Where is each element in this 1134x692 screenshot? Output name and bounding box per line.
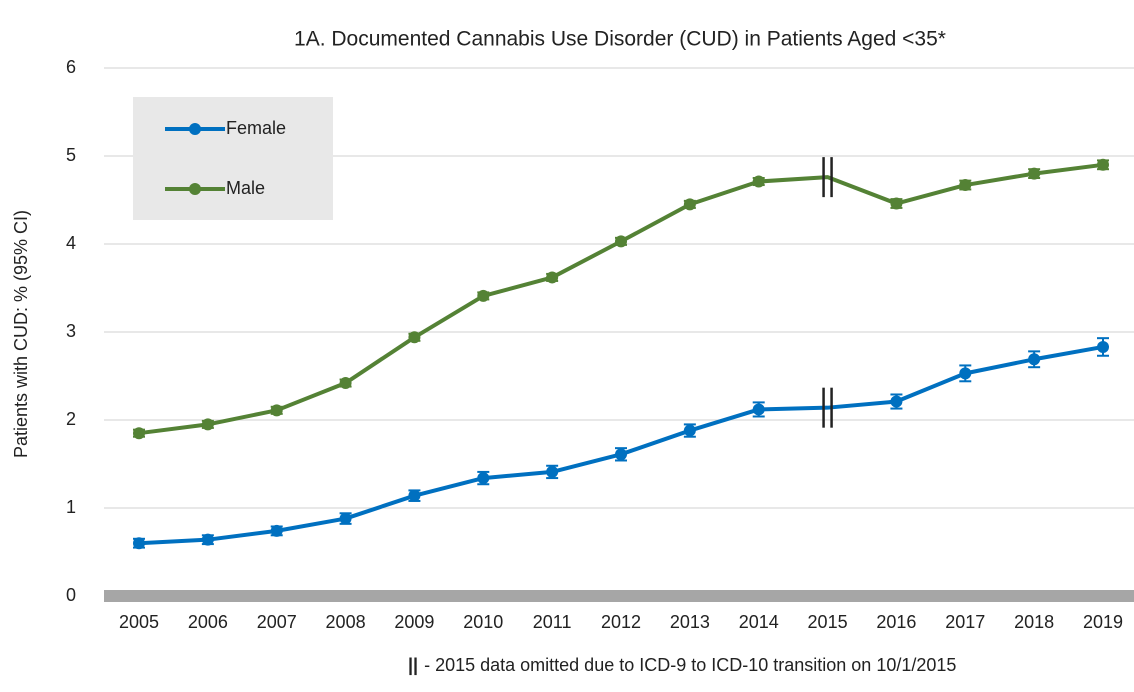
legend-label: Male <box>226 178 265 198</box>
marker <box>752 403 765 416</box>
x-tick-label: 2019 <box>1083 612 1123 632</box>
y-tick-label: 1 <box>66 497 76 517</box>
x-tick-label: 2010 <box>463 612 503 632</box>
marker <box>615 235 627 248</box>
marker <box>683 424 696 437</box>
marker <box>546 465 559 478</box>
marker <box>546 271 559 284</box>
y-tick-label: 6 <box>66 57 76 77</box>
footnote-text: - 2015 data omitted due to ICD-9 to ICD-… <box>424 655 956 675</box>
y-axis-label: Patients with CUD: % (95% CI) <box>11 210 31 458</box>
footnote-symbol: || <box>408 655 418 675</box>
marker <box>270 524 283 537</box>
footnote: || - 2015 data omitted due to ICD-9 to IC… <box>408 655 956 675</box>
marker <box>270 404 283 417</box>
marker <box>477 289 490 302</box>
marker <box>890 395 903 408</box>
marker <box>201 533 214 546</box>
y-tick-label: 5 <box>66 145 76 165</box>
x-tick-label: 2013 <box>670 612 710 632</box>
x-tick-label: 2014 <box>739 612 779 632</box>
y-tick-label: 3 <box>66 321 76 341</box>
y-tick-label: 2 <box>66 409 76 429</box>
x-tick-label: 2018 <box>1014 612 1054 632</box>
x-tick-label: 2017 <box>945 612 985 632</box>
marker <box>1097 158 1109 171</box>
x-tick-label: 2005 <box>119 612 159 632</box>
marker <box>1028 353 1041 366</box>
x-tick-label: 2016 <box>876 612 916 632</box>
x-axis-band <box>104 590 1134 602</box>
x-tick-label: 2007 <box>257 612 297 632</box>
legend-marker <box>189 123 201 135</box>
marker <box>752 175 765 188</box>
legend-box <box>133 97 333 220</box>
marker <box>339 377 352 390</box>
marker <box>959 367 972 380</box>
marker <box>959 179 972 192</box>
x-tick-label: 2012 <box>601 612 641 632</box>
series-line <box>138 344 1104 546</box>
y-tick-label: 4 <box>66 233 76 253</box>
x-tick-label: 2015 <box>808 612 848 632</box>
x-tick-label: 2008 <box>326 612 366 632</box>
marker <box>133 537 145 550</box>
x-tick-label: 2006 <box>188 612 228 632</box>
marker <box>339 512 352 525</box>
y-tick-label: 0 <box>66 585 76 605</box>
x-tick-label: 2009 <box>394 612 434 632</box>
marker <box>477 472 490 485</box>
marker <box>133 427 145 440</box>
marker <box>683 198 696 211</box>
chart-title: 1A. Documented Cannabis Use Disorder (CU… <box>294 28 946 51</box>
legend-label: Female <box>226 118 286 138</box>
marker <box>408 489 421 502</box>
marker <box>201 418 214 431</box>
marker <box>1028 167 1041 180</box>
marker <box>408 331 421 344</box>
x-tick-label: 2011 <box>533 612 572 632</box>
marker <box>615 448 627 461</box>
marker <box>1097 340 1109 353</box>
marker <box>890 197 903 210</box>
legend-marker <box>189 183 201 195</box>
